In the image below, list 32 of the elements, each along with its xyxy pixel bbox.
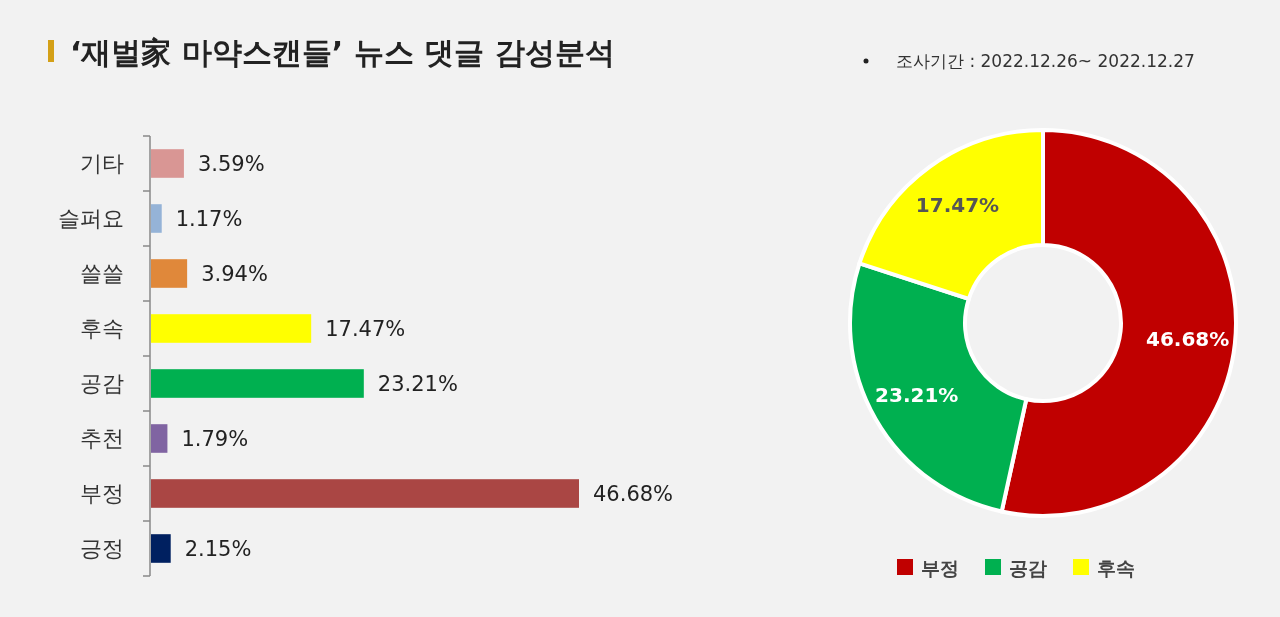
data-label: 2.15% [184,537,252,562]
data-label: 23.21% [875,383,959,408]
chart-title: ‘재벌家 마약스캔들’ 뉴스 댓글 감성분석 [70,35,615,70]
y-tick-label: 후속 [80,316,124,342]
bar [151,534,171,563]
bar [151,369,364,398]
bar [151,259,188,288]
legend-label: 공감 [1009,556,1047,579]
bar [151,479,579,508]
legend-label: 부정 [921,556,959,579]
y-tick-label: 긍정 [80,536,124,562]
data-label: 3.94% [201,262,268,287]
chart-subtitle: 조사기간 : 2022.12.26~ 2022.12.27 [896,51,1195,71]
y-tick-label: 기타 [80,151,124,177]
data-label: 17.47% [325,317,406,342]
legend-label: 후속 [1097,556,1135,579]
y-tick-label: 추천 [80,426,124,452]
bar [151,149,184,178]
bar [151,204,162,233]
data-label: 1.79% [181,427,249,452]
data-label: 17.47% [915,193,1000,218]
y-tick-label: 공감 [80,371,124,397]
data-label: 46.68% [1146,326,1230,351]
data-label: 46.68% [593,482,674,507]
y-tick-label: 부정 [80,481,124,507]
bar [151,314,312,343]
bar [151,424,168,453]
y-tick-label: 쓸쓸 [80,261,124,287]
data-label: 23.21% [377,372,458,397]
y-tick-label: 슬퍼요 [58,206,124,232]
data-label: 1.17% [175,207,243,232]
data-label: 3.59% [197,152,265,177]
